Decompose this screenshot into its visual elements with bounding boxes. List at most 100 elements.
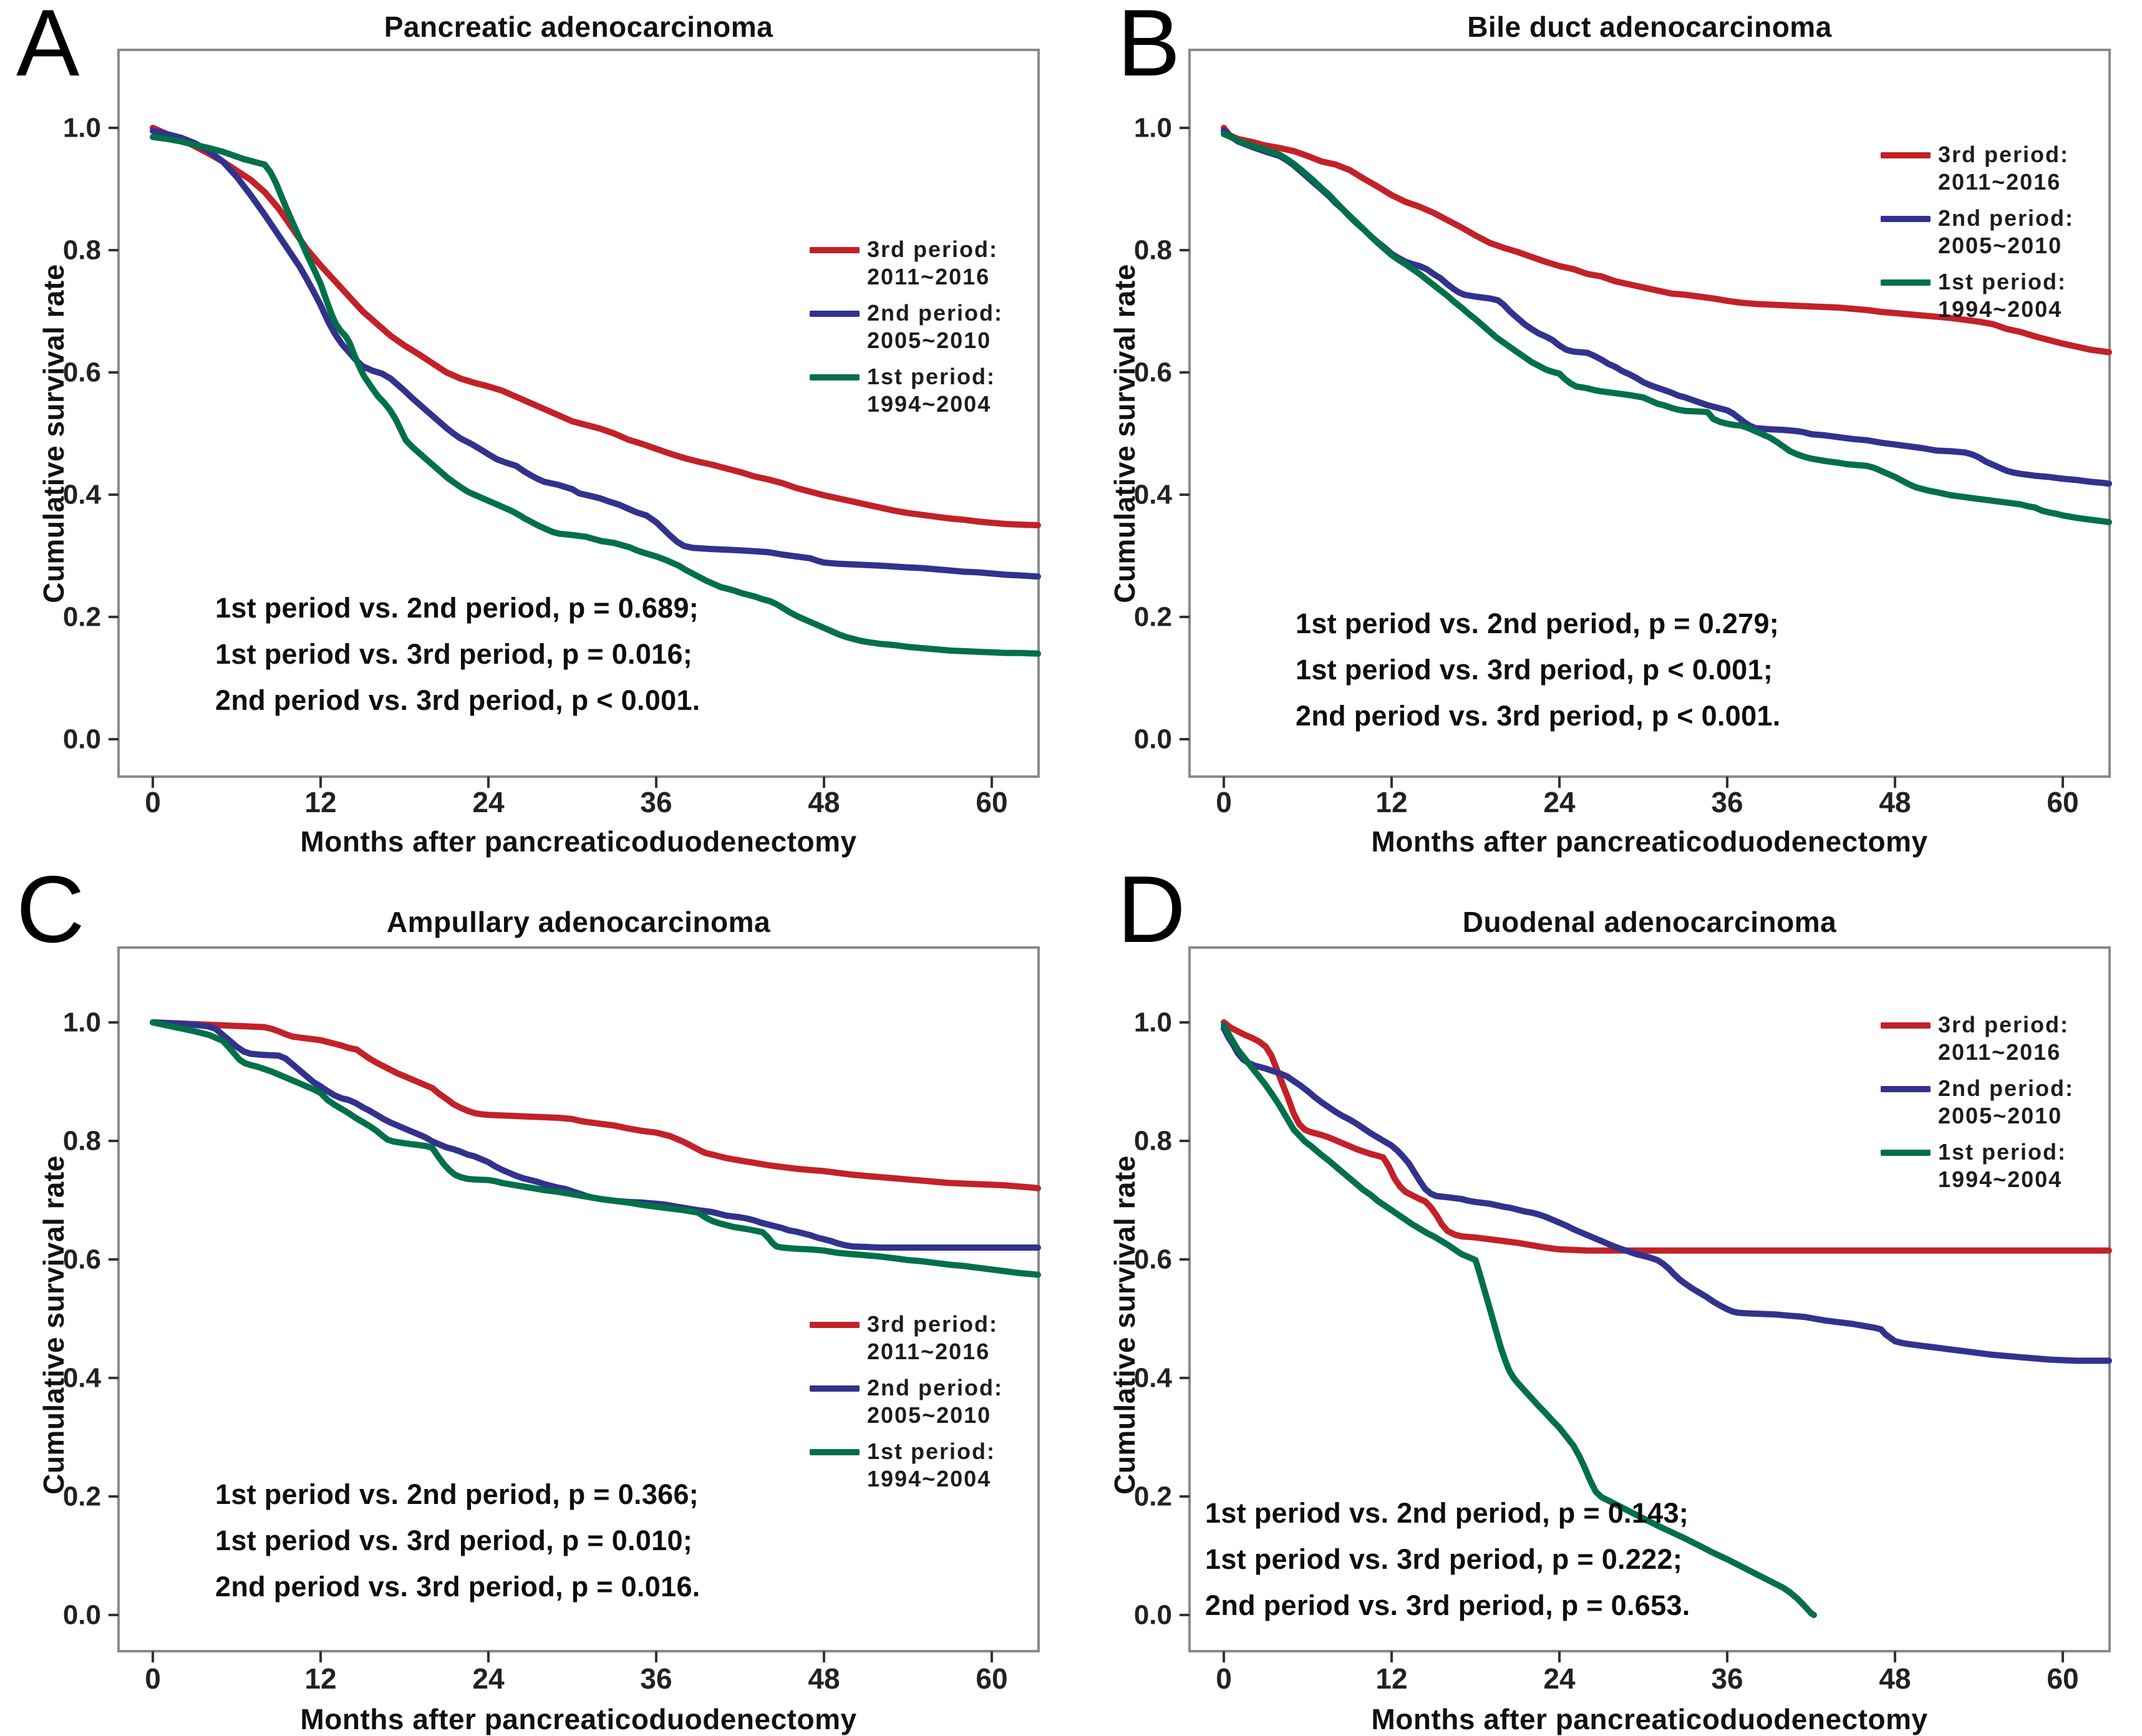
legend-text: 1st period: 1994~2004 (1938, 1138, 2067, 1193)
pvalue-line: 1st period vs. 2nd period, p = 0.279; (1296, 608, 1780, 639)
survival-curve-2nd-period (150, 1019, 1041, 1251)
legend-year-range: 1994~2004 (867, 1466, 992, 1491)
legend-year-range: 2011~2016 (867, 264, 991, 289)
legend-year-range: 2011~2016 (1938, 1039, 2062, 1065)
panel-title: Bile duct adenocarcinoma (1467, 11, 1832, 43)
x-axis-label: Months after pancreaticoduodenectomy (1371, 1703, 1928, 1735)
y-tick-label: 1.0 (1134, 113, 1172, 143)
pvalue-line: 1st period vs. 2nd period, p = 0.143; (1205, 1497, 1689, 1529)
plot-area: 1.0 0.8 0.6 0.4 0.2 0.0 0 12 24 36 48 60 (63, 946, 1041, 1695)
axis-frame (117, 49, 1040, 778)
legend-text: 1st period: 1994~2004 (867, 363, 996, 418)
pvalue-line: 1st period vs. 3rd period, p = 0.222; (1205, 1543, 1683, 1575)
legend-entry: 2nd period: 2005~2010 (1881, 1075, 2136, 1130)
legend-swatch-icon (1881, 216, 1931, 222)
legend-year-range: 1994~2004 (1938, 296, 2063, 322)
y-tick-label: 0.6 (63, 357, 101, 388)
legend: 3rd period: 2011~2016 2nd period: 2005~2010… (810, 236, 1065, 427)
pvalue-line: 2nd period vs. 3rd period, p < 0.001. (1296, 700, 1781, 732)
x-axis-label: Months after pancreaticoduodenectomy (300, 1703, 857, 1735)
legend-year-range: 1994~2004 (867, 391, 992, 417)
legend: 3rd period: 2011~2016 2nd period: 2005~2010… (810, 1311, 1065, 1501)
legend-entry: 3rd period: 2011~2016 (1881, 141, 2136, 196)
pvalue-annotations: 1st period vs. 2nd period, p = 0.689; 1s… (215, 585, 700, 724)
legend-swatch-icon (810, 1385, 860, 1392)
x-tick-label: 36 (1711, 1662, 1743, 1695)
legend-text: 1st period: 1994~2004 (1938, 268, 2067, 323)
y-tick-label: 0.0 (1134, 1600, 1172, 1631)
legend-entry: 3rd period: 2011~2016 (1881, 1011, 2136, 1066)
x-tick-label: 60 (976, 1662, 1007, 1695)
panel-duodenal-adenocarcinoma: D Duodenal adenocarcinoma Cumulative sur… (1071, 857, 2142, 1735)
survival-curve-2nd-period (150, 127, 1041, 580)
legend-period-label: 1st period: (867, 364, 996, 389)
y-tick-label: 0.2 (1134, 602, 1172, 633)
y-tick-label: 0.2 (63, 1481, 101, 1512)
legend-text: 2nd period: 2005~2010 (1938, 1075, 2074, 1130)
pvalue-line: 2nd period vs. 3rd period, p < 0.001. (215, 684, 700, 716)
y-tick-label: 0.0 (63, 724, 101, 755)
pvalue-annotations: 1st period vs. 2nd period, p = 0.366; 1s… (215, 1472, 700, 1610)
y-tick-label: 0.4 (1134, 480, 1173, 510)
legend-entry: 1st period: 1994~2004 (810, 363, 1065, 418)
legend-text: 3rd period: 2011~2016 (1938, 1011, 2069, 1066)
legend-period-label: 3rd period: (1938, 1012, 2070, 1037)
x-axis-label: Months after pancreaticoduodenectomy (1371, 825, 1928, 858)
x-tick-label: 24 (472, 786, 505, 818)
legend-period-label: 1st period: (1938, 269, 2067, 294)
legend-year-range: 2005~2010 (1938, 233, 2063, 258)
legend-swatch-icon (810, 311, 860, 317)
pvalue-line: 1st period vs. 3rd period, p = 0.016; (215, 638, 693, 670)
legend-period-label: 3rd period: (867, 236, 999, 262)
legend-period-label: 1st period: (1938, 1139, 2067, 1165)
x-tick-label: 24 (1543, 1662, 1576, 1695)
panel-title: Ampullary adenocarcinoma (386, 906, 771, 938)
legend-period-label: 1st period: (867, 1438, 996, 1464)
legend-text: 2nd period: 2005~2010 (1938, 205, 2074, 259)
plot-area: 1.0 0.8 0.6 0.4 0.2 0.0 0 12 24 36 48 60 (1134, 49, 2112, 818)
legend-text: 1st period: 1994~2004 (867, 1438, 996, 1493)
x-tick-label: 24 (472, 1662, 505, 1695)
plot-area: 1.0 0.8 0.6 0.4 0.2 0.0 0 12 24 36 48 60 (1134, 946, 2112, 1695)
panel-title: Pancreatic adenocarcinoma (384, 11, 773, 43)
x-tick-label: 48 (808, 1662, 840, 1695)
pvalue-line: 2nd period vs. 3rd period, p = 0.016. (215, 1571, 700, 1603)
legend-text: 2nd period: 2005~2010 (867, 1374, 1003, 1429)
legend-period-label: 2nd period: (867, 1375, 1003, 1400)
legend-year-range: 2005~2010 (1938, 1103, 2063, 1128)
pvalue-line: 1st period vs. 3rd period, p < 0.001; (1296, 654, 1773, 686)
y-tick-label: 0.4 (63, 1363, 102, 1394)
x-tick-label: 12 (1375, 786, 1407, 818)
x-tick-label: 12 (304, 1662, 336, 1695)
legend-swatch-icon (1881, 152, 1931, 158)
pvalue-line: 1st period vs. 3rd period, p = 0.010; (215, 1525, 693, 1556)
survival-curve-1st-period (1221, 1022, 1817, 1618)
pvalue-annotations: 1st period vs. 2nd period, p = 0.143; 1s… (1205, 1490, 1690, 1629)
legend-entry: 2nd period: 2005~2010 (810, 299, 1065, 354)
y-tick-label: 0.6 (1134, 1244, 1172, 1275)
legend-swatch-icon (1881, 279, 1931, 286)
x-tick-label: 60 (2047, 786, 2078, 818)
x-axis-label: Months after pancreaticoduodenectomy (300, 825, 857, 858)
legend-text: 2nd period: 2005~2010 (867, 299, 1003, 354)
x-tick-label: 60 (976, 786, 1007, 818)
legend-entry: 2nd period: 2005~2010 (810, 1374, 1065, 1429)
x-tick-label: 12 (304, 786, 336, 818)
legend-swatch-icon (810, 1449, 860, 1455)
legend-entry: 3rd period: 2011~2016 (810, 236, 1065, 291)
panel-letter-b: B (1117, 0, 1181, 96)
panel-letter-c: C (16, 856, 85, 963)
y-tick-label: 0.6 (1134, 357, 1172, 388)
x-tick-label: 24 (1543, 786, 1576, 818)
y-tick-label: 0.8 (63, 1126, 101, 1157)
legend-year-range: 2005~2010 (867, 327, 992, 353)
x-tick-label: 48 (1879, 1662, 1911, 1695)
x-tick-label: 0 (1216, 1662, 1232, 1695)
y-tick-label: 0.8 (63, 235, 101, 266)
legend-period-label: 2nd period: (1938, 1075, 2074, 1101)
x-tick-label: 36 (1711, 786, 1743, 818)
legend-period-label: 3rd period: (1938, 142, 2070, 167)
legend-year-range: 2011~2016 (1938, 169, 2062, 195)
y-tick-label: 1.0 (1134, 1007, 1172, 1038)
y-tick-label: 0.4 (1134, 1363, 1173, 1394)
